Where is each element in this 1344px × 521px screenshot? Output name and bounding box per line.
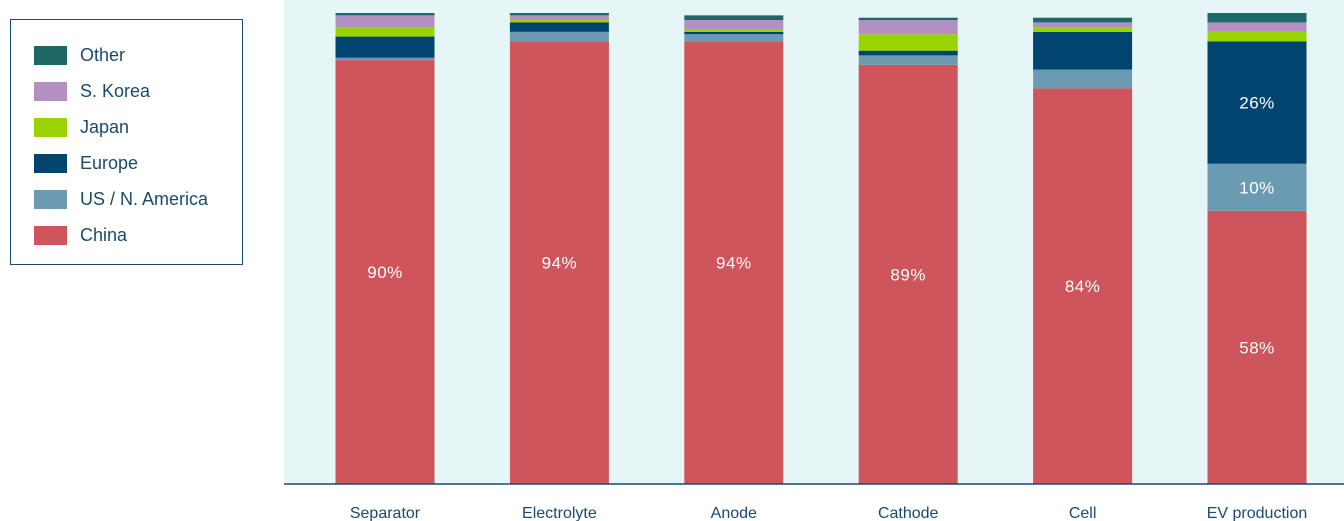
- legend-label-japan: Japan: [80, 116, 130, 137]
- bar-cathode-us-n-america: [858, 55, 958, 65]
- category-label-cathode: Cathode: [878, 505, 939, 521]
- bar-anode-s-korea: [684, 20, 784, 30]
- bar-anode-us-n-america: [684, 34, 784, 42]
- legend-label-s-korea: S. Korea: [80, 80, 151, 101]
- bar-cell-s-korea: [1033, 22, 1133, 28]
- legend-item-us-n-america: US / N. America: [11, 181, 242, 217]
- bar-cell-other: [1033, 17, 1133, 23]
- bar-ev-production-europe: [1207, 41, 1307, 164]
- bar-ev-production-us-n-america: [1207, 163, 1307, 211]
- bar-separator-us-n-america: [335, 57, 435, 61]
- bar-electrolyte-china: [509, 41, 609, 484]
- legend-swatch-japan: [34, 117, 67, 137]
- category-label-electrolyte: Electrolyte: [522, 505, 597, 521]
- data-labels-group: 90% 94% 94% 89% 84% 58% 10% 26%: [367, 93, 1275, 357]
- bar-ev-production-china: [1207, 210, 1307, 484]
- legend-label-europe: Europe: [80, 152, 139, 173]
- bar-ev-production-japan: [1207, 31, 1307, 42]
- legend-item-other: Other: [11, 37, 242, 73]
- bar-separator-japan: [335, 27, 435, 37]
- data-label-anode-china: 94%: [716, 254, 752, 273]
- legend-swatch-s-korea: [34, 81, 67, 101]
- bar-electrolyte-europe: [509, 22, 609, 32]
- legend: Other S. Korea Japan Europe US / N. America C…: [10, 19, 243, 265]
- bar-separator-other: [335, 13, 435, 16]
- bar-separator-china: [335, 60, 435, 484]
- bar-electrolyte-s-korea: [509, 15, 609, 21]
- bar-electrolyte-japan: [509, 20, 609, 23]
- category-labels-group: Separator Electrolyte Anode Cathode Cell EV p…: [350, 505, 1307, 521]
- bars-group: [335, 13, 1307, 485]
- bar-anode-other: [684, 15, 784, 21]
- data-label-ev-production-europe: 26%: [1239, 93, 1275, 112]
- category-label-ev-production: EV production: [1207, 505, 1308, 521]
- legend-swatch-europe: [34, 153, 67, 173]
- bar-cathode-europe: [858, 50, 958, 56]
- bar-cathode-s-korea: [858, 20, 958, 35]
- data-label-ev-production-china: 58%: [1239, 338, 1275, 357]
- legend-label-other: Other: [80, 44, 126, 65]
- bar-separator-europe: [335, 36, 435, 58]
- legend-item-europe: Europe: [11, 145, 242, 181]
- bar-cell-europe: [1033, 31, 1133, 70]
- bar-cathode-china: [858, 64, 958, 484]
- bar-anode-china: [684, 41, 784, 484]
- legend-item-s-korea: S. Korea: [11, 73, 242, 109]
- category-label-anode: Anode: [711, 505, 757, 521]
- bar-cathode-japan: [858, 34, 958, 51]
- bar-cathode-other: [858, 17, 958, 21]
- legend-swatch-other: [34, 45, 67, 65]
- bar-anode-japan: [684, 29, 784, 32]
- bar-electrolyte-other: [509, 13, 609, 16]
- category-label-separator: Separator: [350, 505, 421, 521]
- bar-cell-japan: [1033, 27, 1133, 32]
- data-label-cathode-china: 89%: [890, 265, 926, 284]
- bar-ev-production-s-korea: [1207, 22, 1307, 32]
- bar-cell-china: [1033, 88, 1133, 485]
- bar-electrolyte-us-n-america: [509, 31, 609, 42]
- legend-swatch-us-n-america: [34, 189, 67, 209]
- data-label-cell-china: 84%: [1065, 277, 1101, 296]
- bar-separator-s-korea: [335, 15, 435, 28]
- data-label-electrolyte-china: 94%: [542, 254, 578, 273]
- data-label-separator-china: 90%: [367, 263, 403, 282]
- legend-item-china: China: [11, 217, 242, 253]
- category-label-cell: Cell: [1069, 505, 1097, 521]
- legend-swatch-china: [34, 225, 67, 245]
- plot-background: [284, 0, 1344, 484]
- legend-label-us-n-america: US / N. America: [80, 188, 209, 209]
- bar-anode-europe: [684, 31, 784, 35]
- bar-cell-us-n-america: [1033, 69, 1133, 89]
- legend-item-japan: Japan: [11, 109, 242, 145]
- bar-ev-production-other: [1207, 13, 1307, 23]
- data-label-ev-production-us-n-america: 10%: [1239, 178, 1275, 197]
- legend-label-china: China: [80, 224, 128, 245]
